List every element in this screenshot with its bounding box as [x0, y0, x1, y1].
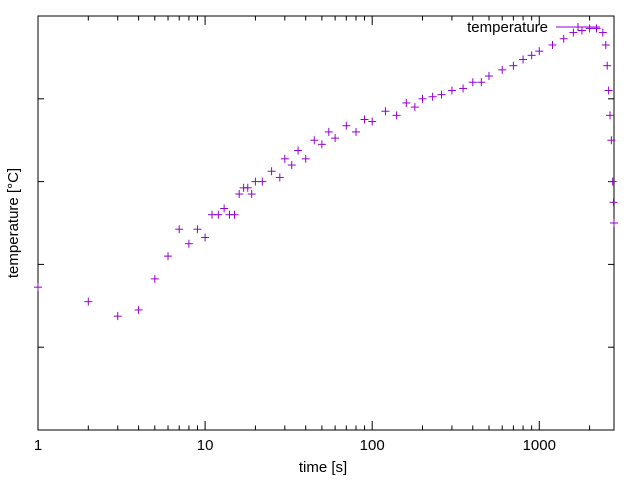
- data-point: [428, 92, 437, 101]
- data-point: [134, 305, 143, 314]
- data-point: [230, 210, 239, 219]
- data-point: [484, 72, 493, 81]
- legend-plus: [574, 23, 582, 31]
- data-point: [592, 24, 601, 33]
- data-point: [243, 183, 252, 192]
- legend-marker: [556, 23, 600, 31]
- data-point: [604, 86, 613, 95]
- data-point: [606, 111, 615, 120]
- data-point: [381, 107, 390, 116]
- data-point: [519, 55, 528, 64]
- data-point: [351, 127, 360, 136]
- data-point: [287, 161, 296, 170]
- data-point: [548, 40, 557, 49]
- x-axis-label: time [s]: [299, 459, 347, 476]
- data-point: [294, 146, 303, 155]
- data-points: [34, 24, 618, 321]
- data-point: [267, 167, 276, 176]
- data-point: [477, 78, 486, 87]
- data-point: [569, 28, 578, 37]
- data-point: [84, 297, 93, 306]
- data-point: [280, 154, 289, 163]
- data-point: [184, 239, 193, 248]
- data-point: [577, 26, 586, 35]
- data-point: [559, 34, 568, 43]
- data-point: [235, 190, 244, 199]
- data-point: [251, 177, 260, 186]
- data-point: [527, 51, 536, 60]
- data-point: [418, 94, 427, 103]
- data-point: [392, 111, 401, 120]
- legend-label: temperature: [467, 19, 548, 36]
- data-point: [113, 312, 122, 321]
- data-point: [150, 274, 159, 283]
- data-point: [310, 136, 319, 145]
- data-point: [317, 140, 326, 149]
- data-point: [258, 177, 267, 186]
- data-point: [609, 198, 618, 207]
- data-point: [447, 86, 456, 95]
- data-point: [437, 90, 446, 99]
- data-point: [214, 210, 223, 219]
- data-point: [360, 115, 369, 124]
- plot-area: [37, 15, 615, 431]
- data-point: [368, 117, 377, 126]
- x-tick-label: 1000: [523, 437, 556, 454]
- y-axis-label: temperature [°C]: [5, 168, 22, 278]
- data-point: [585, 24, 594, 33]
- x-tick-label: 10: [197, 437, 214, 454]
- data-point: [498, 65, 507, 74]
- data-point: [201, 233, 210, 242]
- data-point: [459, 84, 468, 93]
- data-point: [608, 177, 617, 186]
- data-point: [175, 225, 184, 234]
- data-point: [164, 252, 173, 261]
- data-point: [535, 47, 544, 56]
- data-point: [410, 103, 419, 112]
- x-axis-ticks: 1 10 100 1000: [34, 16, 591, 454]
- data-point: [34, 283, 42, 292]
- data-point: [275, 173, 284, 182]
- data-point: [331, 134, 340, 143]
- data-point: [468, 78, 477, 87]
- data-point: [402, 98, 411, 107]
- x-tick-label: 1: [34, 437, 42, 454]
- data-point: [342, 121, 351, 130]
- x-tick-label: 100: [360, 437, 385, 454]
- data-point: [601, 40, 610, 49]
- data-point: [301, 154, 310, 163]
- data-point: [607, 136, 616, 145]
- data-point: [193, 225, 202, 234]
- data-point: [324, 127, 333, 136]
- data-point: [603, 61, 612, 70]
- data-point: [598, 28, 607, 37]
- data-point: [220, 204, 229, 213]
- data-point: [247, 190, 256, 199]
- data-point: [610, 219, 618, 227]
- data-point: [509, 61, 518, 70]
